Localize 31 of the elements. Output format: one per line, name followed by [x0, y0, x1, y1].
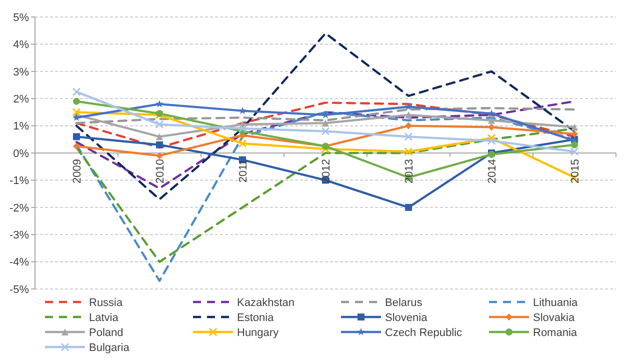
legend-label: Hungary: [237, 326, 280, 339]
legend-label: Latvia: [89, 312, 120, 324]
legend-label: Czech Republic: [385, 326, 463, 339]
x-tick-label: 2013: [403, 159, 416, 184]
y-tick-label: -3%: [9, 229, 30, 242]
legend-label: Slovenia: [385, 312, 428, 324]
x-tick-label: 2014: [486, 159, 498, 184]
y-tick-label: -4%: [9, 256, 30, 269]
y-tick-label: 2%: [13, 93, 30, 106]
x-tick-label: 2011: [237, 159, 250, 183]
legend-label: Kazakhstan: [237, 296, 294, 309]
legend-label: Poland: [89, 326, 124, 339]
y-tick-label: 4%: [13, 39, 30, 52]
legend-label: Romania: [533, 326, 578, 339]
x-tick-label: 2009: [71, 159, 84, 184]
y-tick-label: 5%: [13, 12, 30, 24]
y-tick-label: 0%: [13, 148, 30, 160]
legend-label: Bulgaria: [89, 342, 130, 354]
legend-label: Lithuania: [533, 296, 579, 309]
x-tick-label: 2012: [320, 159, 332, 184]
y-tick-label: -2%: [9, 202, 30, 214]
x-tick-label: 2015: [569, 159, 582, 184]
y-tick-label: 3%: [13, 66, 30, 78]
y-tick-label: -1%: [9, 175, 30, 188]
legend-label: Russia: [89, 296, 124, 309]
y-tick-label: -5%: [9, 284, 30, 296]
legend-label: Slovakia: [533, 312, 576, 324]
legend-label: Estonia: [237, 312, 275, 324]
legend-label: Belarus: [385, 296, 423, 309]
y-tick-label: 1%: [13, 120, 30, 133]
x-tick-label: 2010: [154, 159, 166, 184]
